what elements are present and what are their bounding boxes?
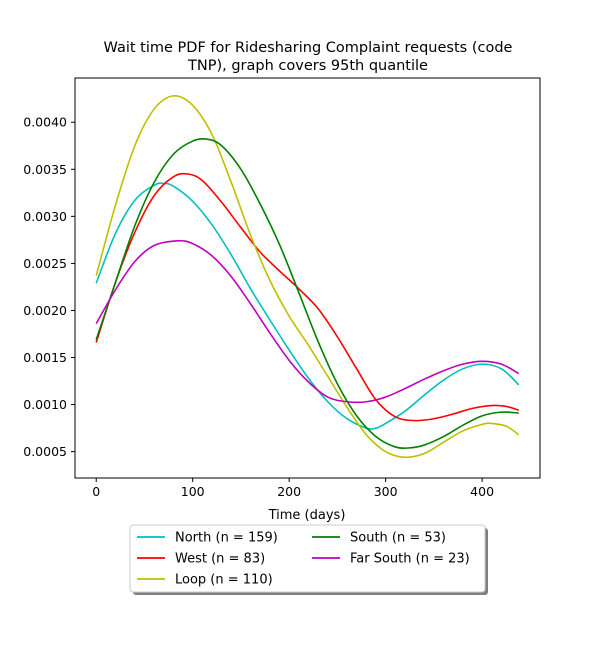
y-axis: 0.0005 0.0010 0.0015 0.0020 0.0025 0.0030 0.00… [23,115,75,459]
legend-label-3: Loop (n = 110) [175,573,273,588]
x-axis: 0 100 200 300 400 [92,478,494,499]
y-tick-label: 0.0020 [23,303,67,318]
series-line-3 [95,95,520,459]
legend-label-1: North (n = 159) [175,531,278,546]
plot-area-frame [74,77,541,479]
y-tick-label: 0.0040 [23,115,67,130]
x-tick-label: 300 [374,484,398,499]
x-tick-label: 100 [181,484,205,499]
chart-title-line1: Wait time PDF for Ridesharing Complaint … [104,40,513,56]
x-axis-label: Time (days) [268,508,346,523]
legend-entries: North (n = 159) West (n = 83) Loop (n = 11… [137,531,470,588]
legend-label-4: South (n = 53) [350,531,446,546]
y-tick-label: 0.0025 [23,256,67,271]
series-line-2 [95,172,520,422]
x-tick-label: 0 [92,484,100,499]
y-tick-label: 0.0035 [23,162,67,177]
y-tick-label: 0.0005 [23,444,67,459]
x-tick-label: 200 [277,484,301,499]
series-line-4 [95,137,519,450]
legend-label-5: Far South (n = 23) [350,552,470,567]
legend-label-2: West (n = 83) [175,552,265,567]
y-tick-label: 0.0015 [23,350,67,365]
chart-title-line2: TNP), graph covers 95th quantile [187,58,428,74]
y-tick-label: 0.0030 [23,209,67,224]
y-tick-label: 0.0010 [23,397,67,412]
legend: North (n = 159) West (n = 83) Loop (n = 11… [129,524,488,595]
legend-box [129,524,486,593]
x-tick-label: 400 [470,484,494,499]
series-layer [95,95,520,459]
series-line-5 [95,239,520,404]
